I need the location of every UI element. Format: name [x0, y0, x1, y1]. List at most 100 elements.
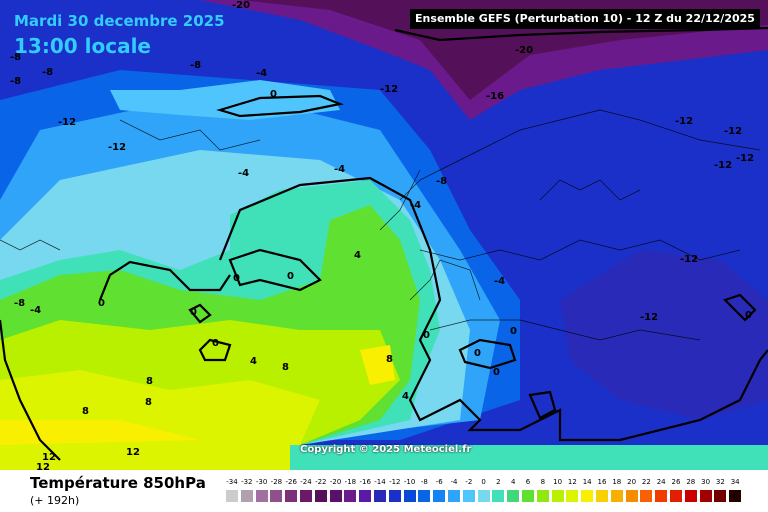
contour-label: -16 — [486, 91, 504, 102]
legend-swatch — [314, 490, 327, 502]
contour-label: -20 — [232, 0, 250, 11]
contour-label: 0 — [510, 326, 517, 337]
legend-tick-label: 2 — [496, 478, 501, 486]
contour-label: -12 — [640, 312, 658, 323]
contour-label: 0 — [474, 348, 481, 359]
contour-label: 4 — [250, 356, 257, 367]
coastlines — [0, 109, 761, 341]
legend-swatch — [255, 490, 268, 502]
legend-swatch — [433, 490, 446, 502]
legend-swatch — [448, 490, 460, 502]
legend-swatch — [566, 490, 579, 502]
legend-swatch — [581, 490, 594, 502]
legend-tick-label: -2 — [465, 478, 473, 486]
legend-tick-label: -14 — [374, 478, 386, 486]
legend-tick-label: 0 — [481, 478, 486, 486]
legend-tick-label: 30 — [701, 478, 711, 486]
lead-time-label: (+ 192h) — [30, 494, 80, 507]
legend-swatch — [477, 490, 490, 502]
temperature-map: -20 -20 -16 -12 -12 -12 -12 -12 -12 -12 … — [0, 0, 768, 470]
legend-swatch — [374, 490, 386, 502]
legend-swatch — [462, 490, 475, 502]
legend-tick-label: 18 — [612, 478, 622, 486]
contour-label: -4 — [238, 168, 249, 179]
legend-tick-label: -26 — [285, 478, 297, 486]
legend-swatch — [403, 490, 416, 502]
forecast-time: 13:00 locale — [14, 34, 151, 58]
legend-swatch — [226, 490, 238, 502]
legend-swatch — [388, 490, 401, 502]
contour-label: -8 — [42, 67, 53, 78]
legend-tick-label: 20 — [627, 478, 637, 486]
contour-label: 8 — [386, 354, 393, 365]
legend-tick-label: 12 — [567, 478, 577, 486]
contour-label: -8 — [436, 176, 447, 187]
legend-tick-label: 22 — [641, 478, 651, 486]
contour-label: 0 — [745, 310, 752, 321]
legend-swatch — [714, 490, 727, 502]
legend-swatch — [610, 490, 623, 502]
legend-tick-label: -4 — [450, 478, 458, 486]
legend-swatch — [699, 490, 712, 502]
legend-tick-label: 26 — [671, 478, 681, 486]
legend-tick-label: 28 — [686, 478, 696, 486]
legend-tick-label: -34 — [226, 478, 238, 486]
copyright-notice: Copyright © 2025 Meteociel.fr — [300, 444, 472, 455]
legend-tick-label: -30 — [255, 478, 268, 486]
contour-label: -8 — [190, 60, 201, 71]
legend-swatch — [684, 490, 697, 502]
legend-tick-label: -32 — [241, 478, 253, 486]
contour-label: 0 — [212, 338, 219, 349]
legend-tick-label: 6 — [525, 478, 531, 486]
contour-label: 0 — [190, 307, 197, 318]
legend-tick-label: -10 — [403, 478, 416, 486]
contour-label: 8 — [282, 362, 289, 373]
legend-swatch — [507, 490, 520, 502]
forecast-date: Mardi 30 decembre 2025 — [14, 12, 225, 30]
legend-swatch — [729, 490, 742, 502]
contour-label: -4 — [256, 68, 267, 79]
legend-swatch — [522, 490, 534, 502]
contour-label: -12 — [675, 116, 693, 127]
contour-label: -12 — [736, 153, 754, 164]
contour-label: 12 — [126, 447, 140, 458]
legend-tick-label: -6 — [435, 478, 443, 486]
contour-label: -12 — [724, 126, 742, 137]
contour-label: 0 — [270, 89, 277, 100]
legend-swatch — [270, 490, 283, 502]
contour-label: -4 — [410, 200, 421, 211]
legend-swatch — [300, 490, 312, 502]
legend-swatch — [344, 490, 357, 502]
contour-label: -8 — [10, 52, 21, 63]
isotherms-bold — [0, 26, 768, 461]
legend-tick-label: -22 — [315, 478, 327, 486]
legend-tick-label: 10 — [553, 478, 563, 486]
field-yellow — [0, 420, 200, 445]
contour-label: 8 — [82, 406, 89, 417]
contour-label: 12 — [42, 452, 56, 463]
variable-label: Température 850hPa — [30, 474, 206, 492]
legend-tick-label: -12 — [389, 478, 401, 486]
legend-swatch — [418, 490, 431, 502]
legend-swatch — [596, 490, 608, 502]
legend-swatch — [655, 490, 668, 502]
contour-label: -4 — [30, 305, 41, 316]
contour-label: 8 — [146, 376, 153, 387]
legend-swatch — [536, 490, 549, 502]
contour-label: 0 — [98, 298, 105, 309]
contour-label: -12 — [108, 142, 126, 153]
contour-label: 0 — [493, 367, 500, 378]
legend-tick-label: -24 — [300, 478, 312, 486]
legend-tick-label: -18 — [344, 478, 357, 486]
legend-swatch — [625, 490, 638, 502]
contour-label: 0 — [423, 330, 430, 341]
contour-label: -12 — [680, 254, 698, 265]
legend-swatch — [640, 490, 653, 502]
contour-label: 12 — [36, 462, 50, 470]
field-east-core — [560, 250, 768, 420]
contour-label: -20 — [515, 45, 533, 56]
legend-tick-label: 32 — [715, 478, 725, 486]
legend-swatch — [240, 490, 253, 502]
contour-label: -8 — [10, 76, 21, 87]
legend-swatch — [329, 490, 342, 502]
